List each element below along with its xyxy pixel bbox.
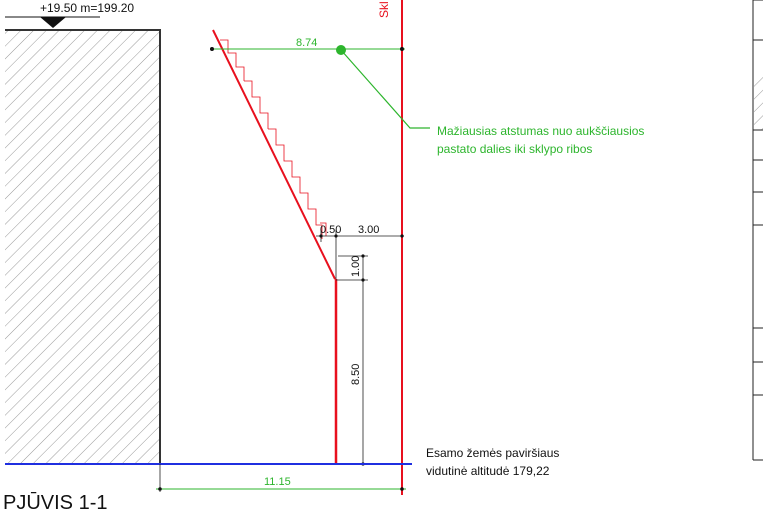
dimension-step-width-label: 3.00 (358, 224, 379, 236)
dimension-base-width-label: 11.15 (264, 476, 291, 488)
elevation-marker (5, 16, 100, 28)
callout-text-line2: pastato dalies iki sklypo ribos (437, 142, 592, 156)
dimension-wall-height-label: 8.50 (350, 364, 362, 385)
dimension-step-height-label: 1.00 (350, 256, 362, 277)
dimension-step-offset-label: 0.50 (320, 224, 341, 236)
dimension-vertical (336, 254, 368, 466)
dimension-top-distance (210, 47, 405, 51)
right-side-panel (752, 0, 763, 461)
ground-label-line2: vidutinė altitudė 179,22 (426, 464, 550, 478)
existing-building (5, 29, 161, 464)
dimension-step (316, 230, 404, 279)
callout-leader (336, 45, 430, 129)
ground-label-line1: Esamo žemės paviršiaus (426, 446, 559, 460)
dimension-base-width (156, 464, 406, 492)
callout-text-line1: Mažiausias atstumas nuo aukščiausios (437, 124, 644, 138)
height-limit-profile (212, 29, 338, 464)
property-boundary-label: Skl (377, 1, 391, 18)
elevation-marker-label: +19.50 m=199.20 (40, 1, 134, 15)
section-title: PJŪVIS 1-1 (3, 491, 107, 509)
dimension-top-distance-label: 8.74 (296, 37, 317, 49)
